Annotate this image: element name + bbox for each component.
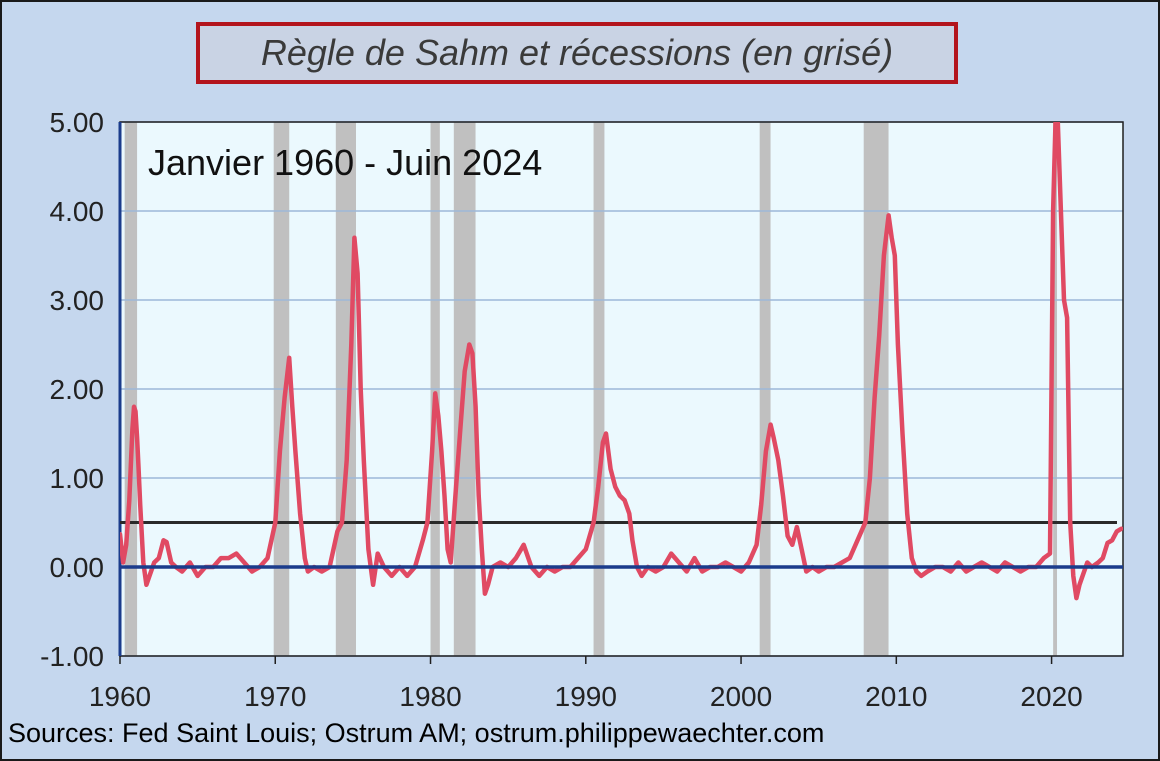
date-range-annotation: Janvier 1960 - Juin 2024	[148, 142, 542, 183]
x-tick-label: 2010	[865, 681, 927, 712]
y-tick-label: 1.00	[50, 463, 105, 494]
y-tick-label: 4.00	[50, 196, 105, 227]
source-note: Sources: Fed Saint Louis; Ostrum AM; ost…	[8, 718, 825, 748]
x-tick-label: 2000	[710, 681, 772, 712]
y-tick-label: 5.00	[50, 107, 105, 138]
x-tick-label: 1990	[555, 681, 617, 712]
chart-title-box: Règle de Sahm et récessions (en grisé)	[196, 22, 958, 84]
sahm-rule-line	[120, 122, 1123, 601]
y-tick-label: -1.00	[40, 641, 104, 672]
x-tick-label: 1980	[399, 681, 461, 712]
x-tick-label: 1970	[244, 681, 306, 712]
y-tick-label: 0.00	[50, 552, 105, 583]
x-tick-label: 1960	[89, 681, 151, 712]
x-tick-label: 2020	[1020, 681, 1082, 712]
y-tick-label: 3.00	[50, 285, 105, 316]
chart-title: Règle de Sahm et récessions (en grisé)	[260, 32, 894, 73]
y-tick-label: 2.00	[50, 374, 105, 405]
